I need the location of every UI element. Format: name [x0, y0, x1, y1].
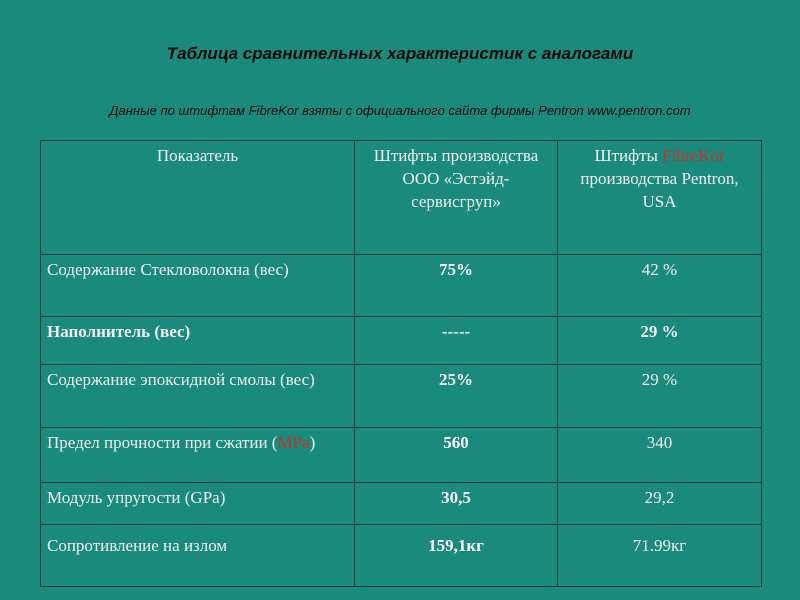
row-param-suffix: ): [309, 433, 316, 452]
row-param-prefix: Предел прочности при сжатии (: [47, 433, 278, 452]
row-theirs-value: 29 %: [557, 316, 762, 365]
row-param: Сопротивление на излом: [40, 524, 355, 587]
row-theirs-value: 340: [557, 427, 762, 483]
row-theirs-value: 71.99кг: [557, 524, 762, 587]
table-row: Предел прочности при сжатии (MPa) 560 34…: [40, 427, 762, 483]
row-theirs-value: 29 %: [557, 364, 762, 428]
page-subtitle: Данные по штифтам FibreKor взяты с офици…: [109, 103, 691, 118]
header-theirs-prefix: Штифты: [594, 146, 663, 165]
row-theirs-value: 42 %: [557, 254, 762, 317]
row-ours-value: 30,5: [354, 482, 558, 525]
header-ours: Штифты производства ООО «Эстэйд-сервисгр…: [354, 140, 558, 255]
row-param-unit: MPa: [277, 433, 310, 452]
table-row: Наполнитель (вес) ----- 29 %: [40, 316, 762, 365]
row-ours-value: 560: [354, 427, 558, 483]
row-param: Предел прочности при сжатии (MPa): [40, 427, 355, 483]
row-param: Наполнитель (вес): [40, 316, 355, 365]
row-param: Содержание Стекловолокна (вес): [40, 254, 355, 317]
table-row: Сопротивление на излом 159,1кг 71.99кг: [40, 524, 762, 587]
comparison-table: Показатель Штифты производства ООО «Эстэ…: [40, 140, 762, 587]
row-param: Модуль упругости (GPa): [40, 482, 355, 525]
row-ours-value: 159,1кг: [354, 524, 558, 587]
row-theirs-value: 29,2: [557, 482, 762, 525]
row-param: Содержание эпоксидной смолы (вес): [40, 364, 355, 428]
table-row: Модуль упругости (GPa) 30,5 29,2: [40, 482, 762, 525]
row-ours-value: 25%: [354, 364, 558, 428]
header-param: Показатель: [40, 140, 355, 255]
header-theirs: Штифты FibreKor производства Pentron, US…: [557, 140, 762, 255]
header-theirs-suffix: производства Pentron, USA: [580, 168, 739, 211]
table-row: Содержание эпоксидной смолы (вес) 25% 29…: [40, 364, 762, 428]
table-row: Содержание Стекловолокна (вес) 75% 42 %: [40, 254, 762, 317]
row-ours-value: 75%: [354, 254, 558, 317]
row-ours-value: -----: [354, 316, 558, 365]
table-header-row: Показатель Штифты производства ООО «Эстэ…: [40, 140, 762, 255]
header-theirs-brand: FibreKor: [662, 146, 725, 165]
page-title: Таблица сравнительных характеристик с ан…: [166, 44, 634, 63]
